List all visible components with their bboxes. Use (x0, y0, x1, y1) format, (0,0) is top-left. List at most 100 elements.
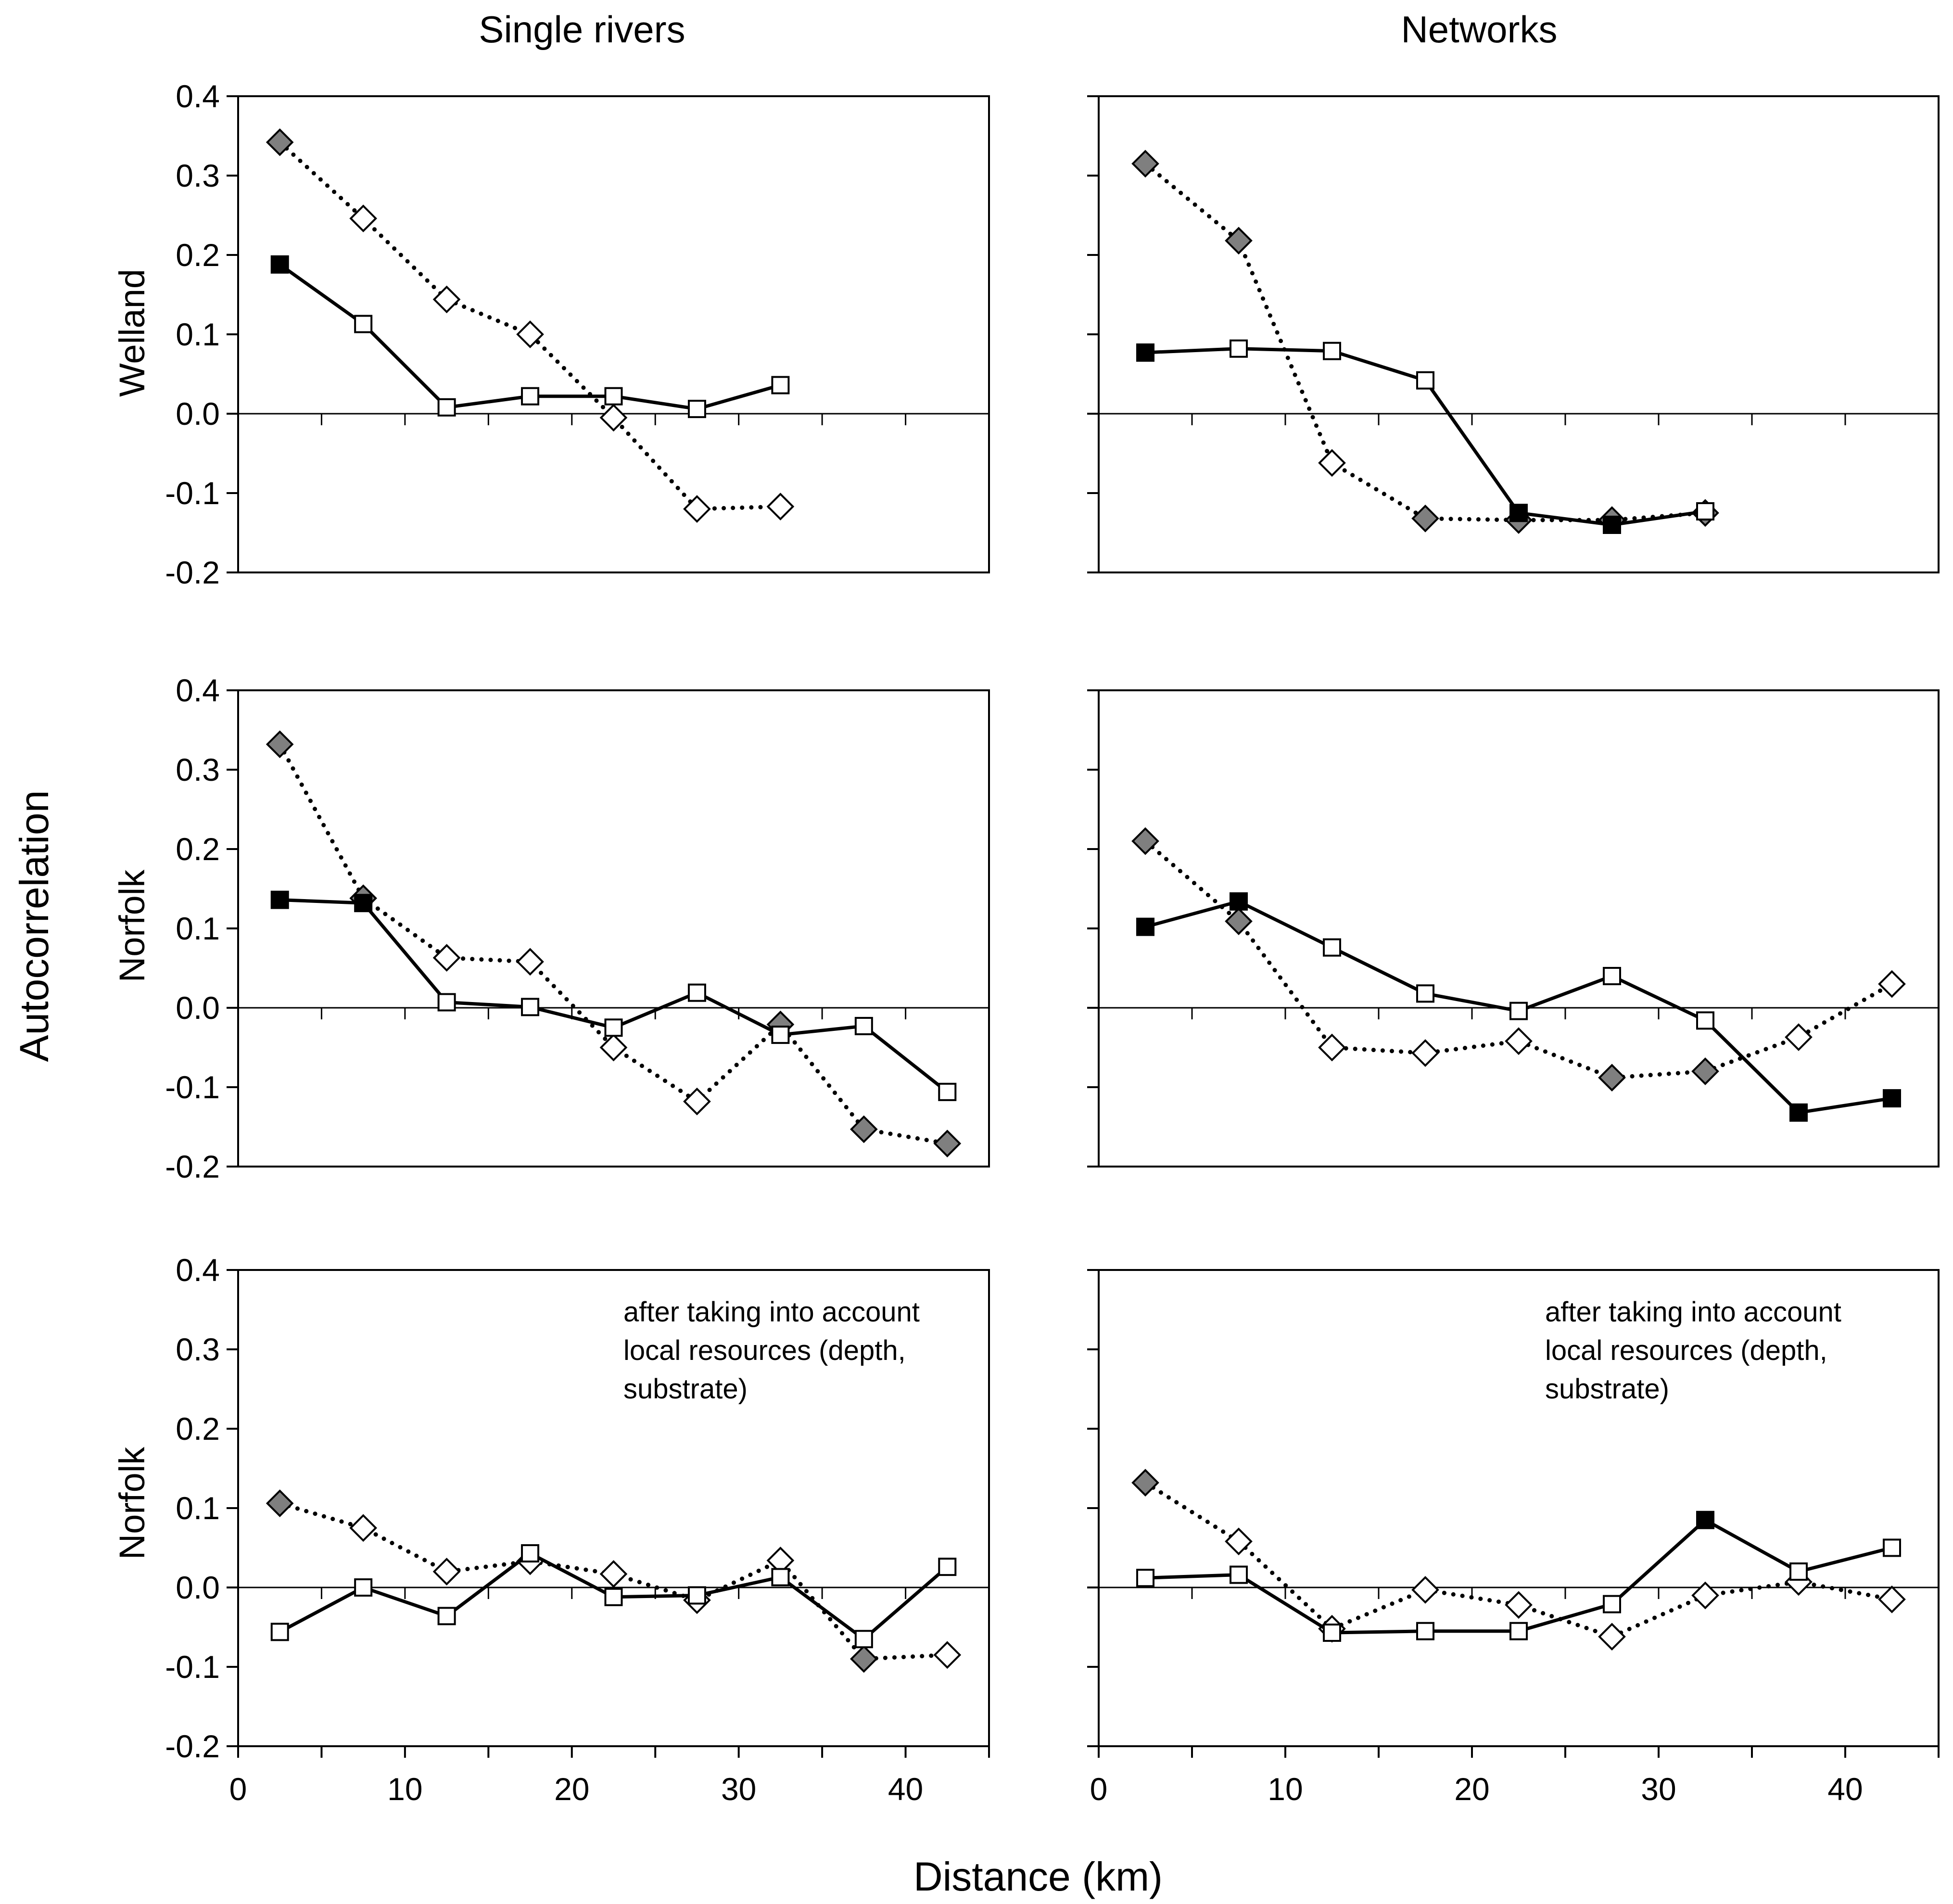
x-axis-title: Distance (km) (913, 1854, 1163, 1899)
open-square-marker (1230, 1565, 1248, 1584)
open-square-marker (771, 1026, 790, 1044)
open-square-marker (437, 398, 456, 417)
open-square-marker (854, 1630, 873, 1649)
y-axis-title: Autocorrelation (12, 790, 57, 1062)
open-diamond-marker (1505, 1591, 1533, 1619)
open-square-marker (1509, 1002, 1528, 1020)
y-tick-label: 0.1 (176, 317, 220, 352)
panel-norfolk-networks (1087, 689, 1940, 1168)
annotation-line: substrate) (1545, 1373, 1669, 1405)
open-square-marker (1603, 1595, 1621, 1613)
open-diamond-marker (1691, 1581, 1719, 1610)
open-diamond-marker (1318, 449, 1346, 477)
open-square-marker (1323, 938, 1341, 957)
filled-diamond-marker (1225, 907, 1253, 935)
open-diamond-marker (683, 495, 711, 523)
panel-norfolk-single: -0.2 -0.1 0.0 0.1 0.2 0.3 0.4 (165, 673, 990, 1184)
open-square-marker (604, 1587, 623, 1606)
x-tick-label: 10 (1268, 1771, 1303, 1807)
open-square-marker (521, 1544, 540, 1563)
open-square-marker (938, 1558, 957, 1576)
open-square-marker (771, 376, 790, 394)
y-tick-label: 0.0 (176, 396, 220, 432)
open-diamond-marker (1878, 970, 1906, 998)
filled-diamond-marker (1598, 1064, 1626, 1092)
open-diamond-marker (432, 285, 461, 314)
open-diamond-marker (766, 493, 795, 520)
filled-square-marker (270, 255, 289, 274)
y-tick-label: 0.3 (176, 752, 220, 787)
open-diamond-marker (1411, 1039, 1439, 1067)
open-diamond-marker (599, 404, 628, 432)
open-square-marker (1323, 342, 1341, 360)
y-tick-label: 0.3 (176, 1332, 220, 1367)
x-tick-label: 30 (721, 1771, 756, 1807)
open-square-marker (1416, 371, 1434, 390)
open-diamond-marker (599, 1033, 628, 1062)
panel-norfolk-single-resources: -0.2 -0.1 0.0 0.1 0.2 0.3 0.4 0 10 20 30 40 (165, 1252, 990, 1807)
open-square-marker (1323, 1624, 1341, 1642)
open-diamond-marker (1225, 1527, 1253, 1556)
open-square-marker (938, 1082, 957, 1101)
open-square-marker (354, 315, 373, 333)
x-tick-label: 0 (229, 1771, 247, 1807)
panels: -0.2 -0.1 0.0 0.1 0.2 0.3 0.4 -0.2 -0.1 0.0 0.1 0.2… (165, 78, 1940, 1807)
y-tick-label: 0.3 (176, 158, 220, 193)
panel-welland-networks (1087, 95, 1940, 573)
open-square-marker (270, 1623, 289, 1641)
open-diamond-marker (933, 1641, 962, 1669)
y-tick-label: 0.1 (176, 911, 220, 946)
filled-diamond-marker (266, 128, 294, 156)
open-diamond-marker (349, 204, 377, 232)
annotation-networks: after taking into account local resource… (1545, 1296, 1841, 1405)
x-tick-label: 10 (387, 1771, 422, 1807)
filled-diamond-marker (850, 1645, 878, 1673)
open-diamond-marker (1598, 1623, 1626, 1651)
y-tick-label: -0.2 (165, 1149, 220, 1184)
open-square-marker (437, 1607, 456, 1625)
open-diamond-marker (516, 948, 544, 976)
open-square-marker (771, 1568, 790, 1587)
annotation-line: after taking into account (1545, 1296, 1841, 1328)
filled-diamond-marker (1131, 1469, 1159, 1497)
open-square-marker (521, 998, 540, 1016)
open-square-marker (1416, 1622, 1434, 1640)
open-diamond-marker (1785, 1023, 1813, 1051)
open-square-marker (354, 1578, 373, 1597)
open-square-marker (1416, 984, 1434, 1003)
row-label-norfolk-resources: Norfolk (112, 1447, 152, 1560)
filled-square-marker (354, 894, 373, 913)
open-diamond-marker (1411, 1576, 1439, 1604)
filled-diamond-marker (1691, 1057, 1719, 1085)
open-diamond-marker (1318, 1033, 1346, 1062)
open-square-marker (1230, 339, 1248, 358)
filled-diamond-marker (266, 730, 294, 759)
y-tick-label: 0.4 (176, 78, 220, 114)
x-tick-label: 40 (1827, 1771, 1863, 1807)
filled-diamond-marker (266, 1489, 294, 1517)
dotted-series-line (278, 742, 950, 1146)
x-tick-label: 0 (1090, 1771, 1108, 1807)
y-tick-label: 0.4 (176, 1252, 220, 1288)
open-square-marker (1603, 967, 1621, 985)
y-tick-label: -0.1 (165, 1649, 220, 1685)
panel-welland-single: -0.2 -0.1 0.0 0.1 0.2 0.3 0.4 (165, 78, 990, 590)
open-diamond-marker (516, 320, 544, 348)
open-square-marker (687, 983, 706, 1002)
open-square-marker (1883, 1538, 1901, 1557)
filled-square-marker (1230, 892, 1248, 911)
y-tick-label: 0.0 (176, 990, 220, 1026)
open-square-marker (604, 387, 623, 406)
open-diamond-marker (1878, 1585, 1906, 1613)
filled-diamond-marker (1131, 827, 1159, 855)
open-square-marker (521, 387, 540, 406)
filled-diamond-marker (1131, 150, 1159, 178)
y-tick-label: -0.1 (165, 475, 220, 511)
open-square-marker (1509, 1622, 1528, 1640)
open-diamond-marker (349, 1514, 377, 1542)
open-diamond-marker (599, 1560, 628, 1588)
filled-square-marker (1603, 516, 1621, 534)
open-diamond-marker (683, 1087, 711, 1116)
y-tick-label: 0.0 (176, 1570, 220, 1605)
